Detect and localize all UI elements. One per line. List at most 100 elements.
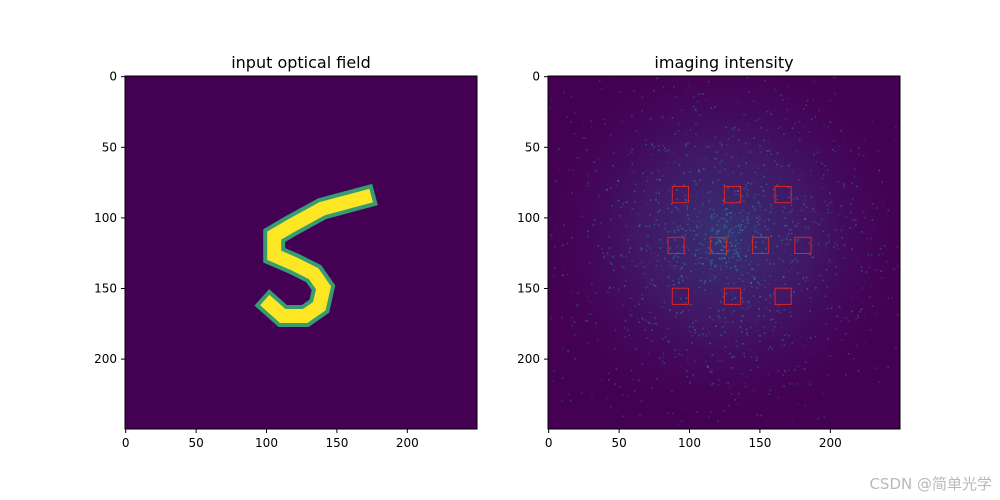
detector-box [774,186,792,204]
speckle-dot [793,434,795,436]
detector-box [671,287,689,305]
speckle-dot [539,320,541,322]
speckle-dot [909,242,911,244]
speckle-dot [524,206,526,208]
speckle-dot [813,453,815,455]
speckle-dot [545,336,547,338]
speckle-dot [654,454,656,456]
speckle-dot [528,185,530,187]
panel-input: input optical field 0 50 100 150 200 0 50 100 15… [94,53,478,450]
speckle-dot [906,167,908,169]
detector-box [667,236,685,255]
speckle-dot [511,180,513,182]
speckle-dot [914,242,916,244]
speckle-dot [648,71,650,73]
speckle-dot [909,145,911,147]
speckle-dot [920,136,922,138]
speckle-dot [504,257,506,259]
speckle-dot [510,215,512,217]
speckle-dot [539,274,541,276]
y-tick-label: 100 [94,211,117,225]
speckle-dot [914,367,916,369]
speckle-dot [545,296,547,298]
speckle-dot [693,430,695,432]
speckle-dot [589,70,591,72]
speckle-dot [942,207,944,209]
speckle-dot [544,318,546,320]
speckle-dot [540,162,542,164]
speckle-glow [548,76,900,429]
speckle-dot [651,435,653,437]
watermark: CSDN @简单光学 [869,475,992,493]
speckle-dot [850,71,852,73]
speckle-dot [909,243,911,245]
speckle-dot [518,240,520,242]
speckle-dot [903,160,905,162]
speckle-dot [611,433,613,435]
speckle-dot [517,261,519,263]
speckle-dot [838,64,840,66]
speckle-dot [919,357,921,359]
x-tick-label: 100 [255,436,278,450]
speckle-dot [933,298,935,300]
speckle-dot [544,373,546,375]
speckle-dot [798,34,800,36]
speckle-dot [653,40,655,42]
y-tick-label: 150 [94,282,117,296]
speckle-dot [807,452,809,454]
speckle-dot [920,193,922,195]
speckle-dot [809,66,811,68]
speckle-dot [702,38,704,40]
speckle-dot [803,68,805,70]
speckle-dot [925,305,927,307]
speckle-dot [905,287,907,289]
speckle-dot [867,67,869,69]
y-tick-label: 0 [109,70,117,84]
y-tick-label: 0 [532,70,540,84]
x-tick-label: 150 [325,436,348,450]
panel-imaging-title: imaging intensity [654,53,793,72]
panel-input-image [125,76,477,429]
speckle-dot [921,190,923,192]
speckle-dot [718,45,720,47]
speckle-dot [507,262,509,264]
detector-box [752,236,770,255]
digit-five [254,183,378,327]
speckle-dot [785,25,787,27]
detector-box [794,236,812,255]
speckle-dot [903,248,905,250]
detector-boxes [667,186,812,305]
x-tick-label: 0 [545,436,553,450]
panel-input-title: input optical field [231,53,371,72]
detector-box [723,186,742,204]
y-tick-label: 50 [102,140,117,154]
y-tick-label: 200 [94,352,117,366]
speckle-dot [928,261,930,263]
speckle-dot [716,50,718,52]
speckle-dot [739,435,741,437]
speckle-dot [918,130,920,132]
speckle-dot [905,252,907,254]
y-tick-label: 150 [517,282,540,296]
detector-box [709,236,727,255]
speckle-dot [917,290,919,292]
x-tick-label: 100 [678,436,701,450]
speckle-dot [701,30,703,32]
speckle-dot [926,256,928,258]
speckle-dot [535,207,537,209]
speckle-dot [807,40,809,42]
speckle-dot [618,59,620,61]
speckle-dot [813,57,815,59]
speckle-dot [535,175,537,177]
detector-box [671,186,689,204]
panel-imaging-frame [547,75,901,430]
speckle-dot [766,74,768,76]
speckle-dot [515,289,517,291]
speckle-dot [921,151,923,153]
speckle-dot [504,180,506,182]
detector-box [723,287,742,305]
speckle-dot [930,169,932,171]
speckle-dot [932,253,934,255]
speckle-dot [631,71,633,73]
